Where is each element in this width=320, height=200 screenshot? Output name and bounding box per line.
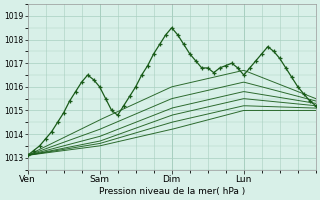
X-axis label: Pression niveau de la mer( hPa ): Pression niveau de la mer( hPa ) — [99, 187, 245, 196]
